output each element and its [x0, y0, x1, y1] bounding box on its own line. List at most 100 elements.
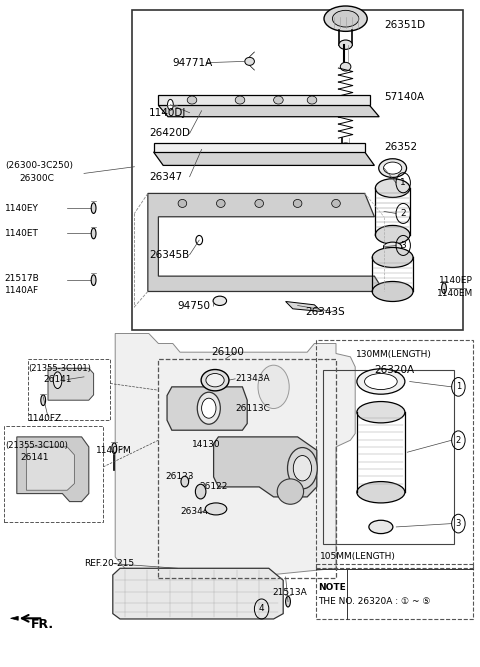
Text: 26420D: 26420D: [149, 129, 190, 138]
Ellipse shape: [442, 283, 446, 293]
Text: 1140ET: 1140ET: [5, 229, 39, 238]
Bar: [132, 10, 463, 330]
Text: 26345B: 26345B: [149, 250, 189, 259]
Ellipse shape: [201, 370, 229, 391]
Ellipse shape: [277, 479, 303, 504]
Ellipse shape: [206, 374, 224, 387]
Text: 21343A: 21343A: [235, 374, 270, 384]
Polygon shape: [158, 95, 370, 105]
Bar: [323, 370, 454, 544]
Text: THE NO. 26320A : ① ~ ⑤: THE NO. 26320A : ① ~ ⑤: [318, 598, 431, 606]
Text: 1140EP: 1140EP: [439, 276, 473, 285]
Ellipse shape: [202, 398, 216, 418]
Text: 94750: 94750: [178, 301, 211, 311]
Bar: [316, 564, 473, 619]
Ellipse shape: [332, 199, 340, 207]
Text: REF.20-215: REF.20-215: [84, 559, 134, 568]
Ellipse shape: [235, 96, 245, 104]
Text: 26123: 26123: [166, 472, 194, 481]
Ellipse shape: [255, 199, 264, 207]
Ellipse shape: [375, 225, 410, 244]
Ellipse shape: [307, 96, 317, 104]
Text: 26113C: 26113C: [235, 404, 270, 414]
Ellipse shape: [53, 372, 62, 388]
Ellipse shape: [195, 484, 206, 499]
Text: FR.: FR.: [31, 618, 54, 632]
Ellipse shape: [178, 199, 187, 207]
Polygon shape: [154, 152, 374, 165]
Text: 26343S: 26343S: [305, 307, 345, 317]
Text: 130MM(LENGTH): 130MM(LENGTH): [356, 350, 432, 360]
Text: 3: 3: [456, 519, 461, 528]
Ellipse shape: [197, 392, 220, 424]
Ellipse shape: [112, 443, 117, 454]
Bar: [158, 359, 336, 578]
Text: 26300C: 26300C: [19, 173, 54, 183]
Ellipse shape: [357, 402, 405, 423]
Text: 26141: 26141: [43, 375, 72, 384]
Text: 14130: 14130: [192, 440, 221, 450]
Ellipse shape: [369, 520, 393, 534]
Ellipse shape: [332, 11, 359, 27]
Ellipse shape: [324, 6, 367, 31]
Ellipse shape: [357, 369, 405, 394]
Ellipse shape: [91, 275, 96, 285]
Ellipse shape: [372, 247, 413, 267]
Ellipse shape: [339, 143, 352, 153]
Text: 2: 2: [456, 436, 461, 445]
Ellipse shape: [288, 448, 317, 489]
Ellipse shape: [91, 228, 96, 239]
Polygon shape: [158, 105, 379, 117]
Text: 4: 4: [259, 604, 264, 614]
Ellipse shape: [384, 162, 402, 174]
Ellipse shape: [339, 40, 352, 49]
Ellipse shape: [187, 96, 197, 104]
Text: 26352: 26352: [384, 142, 417, 151]
Ellipse shape: [372, 281, 413, 301]
Text: 21517B: 21517B: [5, 273, 39, 283]
Ellipse shape: [293, 199, 302, 207]
Text: 94771A: 94771A: [173, 58, 213, 67]
Polygon shape: [113, 568, 283, 619]
Ellipse shape: [245, 57, 254, 65]
Text: 1: 1: [400, 178, 406, 187]
Text: 1140DJ: 1140DJ: [149, 108, 186, 117]
Text: 26347: 26347: [149, 172, 182, 181]
Polygon shape: [154, 143, 365, 152]
Text: 1140EY: 1140EY: [5, 203, 39, 213]
Polygon shape: [115, 334, 355, 580]
Text: 1140FZ: 1140FZ: [28, 414, 62, 424]
Ellipse shape: [91, 203, 96, 213]
Ellipse shape: [340, 62, 351, 71]
Ellipse shape: [258, 366, 289, 408]
Polygon shape: [26, 447, 74, 490]
Text: 26344B: 26344B: [180, 507, 215, 516]
Ellipse shape: [168, 99, 173, 110]
Ellipse shape: [216, 199, 225, 207]
Ellipse shape: [293, 456, 312, 481]
Polygon shape: [17, 437, 89, 502]
Polygon shape: [167, 387, 247, 430]
Ellipse shape: [181, 476, 189, 487]
Ellipse shape: [205, 503, 227, 515]
Text: 1140FM: 1140FM: [96, 446, 132, 455]
Bar: [28, 359, 110, 420]
Polygon shape: [48, 368, 94, 400]
Text: (21355-3C101): (21355-3C101): [28, 364, 91, 373]
Text: NOTE: NOTE: [318, 583, 346, 592]
Polygon shape: [286, 301, 322, 311]
Text: 57140A: 57140A: [384, 92, 424, 101]
Text: 21513A: 21513A: [273, 588, 307, 597]
Text: 1: 1: [456, 382, 461, 392]
Polygon shape: [11, 616, 18, 620]
Ellipse shape: [384, 242, 402, 251]
Ellipse shape: [41, 395, 46, 406]
Text: 1140AF: 1140AF: [5, 285, 39, 295]
Bar: [316, 340, 473, 568]
Text: 26351D: 26351D: [384, 20, 425, 29]
Bar: [4, 426, 103, 522]
Polygon shape: [214, 437, 317, 497]
Ellipse shape: [357, 482, 405, 503]
Text: (26300-3C250): (26300-3C250): [5, 161, 73, 170]
Text: 26320A: 26320A: [374, 365, 414, 374]
